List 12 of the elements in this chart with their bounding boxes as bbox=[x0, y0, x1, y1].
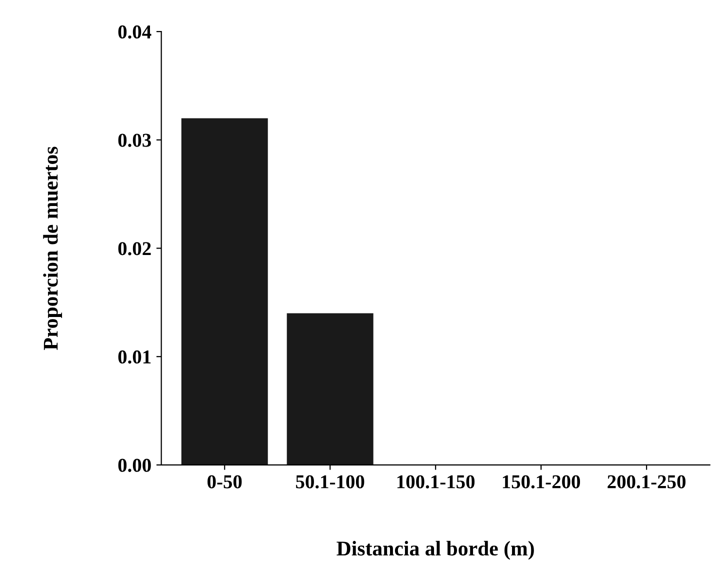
x-tick-label: 50.1-100 bbox=[296, 475, 364, 488]
x-axis-title: Distancia al borde (m) bbox=[336, 540, 534, 560]
y-tick-label: 0.03 bbox=[118, 134, 151, 147]
y-tick-label: 0.01 bbox=[118, 350, 151, 364]
x-tick-label: 0-50 bbox=[208, 475, 242, 488]
x-tick-label: 150.1-200 bbox=[502, 475, 580, 488]
y-axis-title: Proporcion de muertos bbox=[43, 146, 62, 350]
x-tick-label: 200.1-250 bbox=[608, 475, 686, 488]
y-tick-label: 0.02 bbox=[118, 242, 151, 256]
y-tick-label: 0.00 bbox=[118, 458, 151, 472]
x-tick-label: 100.1-150 bbox=[397, 475, 475, 488]
y-tick-label: 0.04 bbox=[118, 25, 152, 39]
